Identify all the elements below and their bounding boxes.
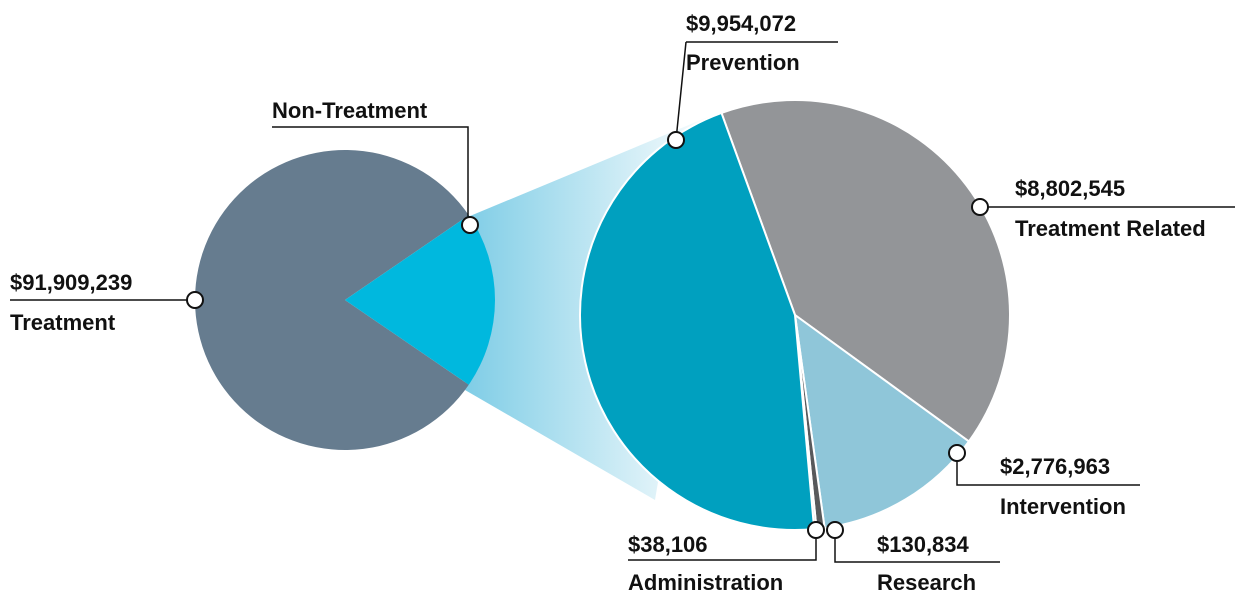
value-label: $38,106	[628, 532, 708, 557]
leader-dot	[971, 198, 989, 216]
value-label: $9,954,072	[686, 11, 796, 36]
category-label: Intervention	[1000, 494, 1126, 519]
leader-line	[272, 126, 469, 225]
pie-slice	[345, 215, 495, 385]
leader-line	[834, 530, 1000, 563]
leader-line	[675, 41, 838, 141]
leader-dot	[948, 444, 966, 462]
leader-line	[628, 530, 817, 561]
value-label: $2,776,963	[1000, 454, 1110, 479]
leader-dot	[461, 216, 479, 234]
category-label: Prevention	[686, 50, 800, 75]
category-label: Treatment	[10, 310, 116, 335]
leader-dot	[807, 521, 825, 539]
category-label: Research	[877, 570, 976, 595]
leader-dot	[186, 291, 204, 309]
pie-slice	[579, 111, 816, 531]
leader-line	[956, 453, 1140, 486]
pie-slice	[194, 150, 469, 451]
value-label: $91,909,239	[10, 270, 132, 295]
category-label: Non-Treatment	[272, 98, 428, 123]
value-label: $8,802,545	[1015, 176, 1125, 201]
category-label: Administration	[628, 570, 783, 595]
pie-slice	[720, 99, 1011, 443]
value-label: $130,834	[877, 532, 970, 557]
category-label: Treatment Related	[1015, 216, 1206, 241]
leader-dot	[826, 521, 844, 539]
leader-dot	[667, 131, 685, 149]
